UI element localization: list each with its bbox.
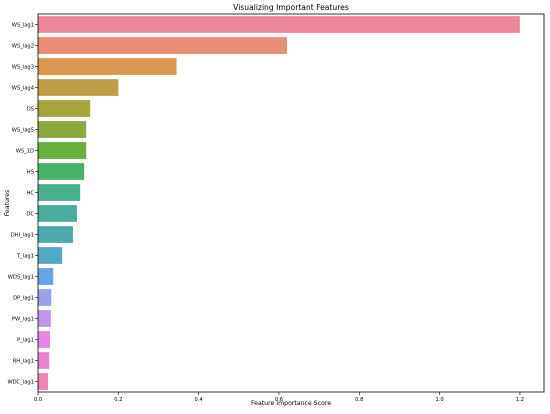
bar-p-lag1 (38, 331, 51, 348)
plot-frame (37, 13, 545, 393)
x-tick-label: 0.4 (195, 397, 204, 403)
y-tick-label: DP_lag1 (13, 295, 34, 301)
y-tick-label: DS (27, 106, 34, 112)
bar-dhi-lag1 (38, 226, 73, 243)
bar-ds (38, 100, 91, 117)
plot-area: WS_lag1 WS_lag2 WS_lag3 WS_lag4 DS WS_lag5 WS_… (7, 16, 524, 403)
x-tick-label: 1.2 (516, 397, 524, 403)
y-tick-label: RH_lag1 (13, 358, 34, 364)
y-tick-label: PW_lag1 (12, 316, 34, 322)
bar-dc (38, 205, 77, 222)
y-tick-label: WS_lag4 (12, 85, 35, 91)
y-axis-title: Features (4, 190, 11, 217)
y-tick-label: WS_lag2 (12, 43, 34, 49)
y-tick-label: HS (27, 169, 34, 175)
chart-title: Visualizing Important Features (233, 3, 349, 12)
bar-ws-1d (38, 142, 87, 159)
bar-pw-lag1 (38, 310, 51, 327)
bar-wds-lag1 (38, 268, 54, 285)
bar-wdc-lag1 (38, 373, 49, 390)
x-tick-label: 0.8 (355, 397, 363, 403)
x-axis-title: Feature Importance Score (251, 400, 331, 407)
y-tick-label: T_lag1 (16, 253, 34, 259)
bar-ws-lag2 (38, 37, 287, 54)
bar-rh-lag1 (38, 352, 50, 369)
bar-ws-lag3 (38, 58, 177, 75)
x-tick-label: 0.6 (275, 397, 283, 403)
x-tick-label: 0.2 (114, 397, 122, 403)
y-tick-label: WDC_lag1 (7, 379, 34, 385)
bar-hs (38, 163, 85, 180)
y-tick-label: WS_1D (16, 148, 34, 154)
y-tick-label: WS_lag3 (12, 64, 34, 70)
x-tick-label: 0.0 (34, 397, 42, 403)
bar-dp-lag1 (38, 289, 52, 306)
bar-t-lag1 (38, 247, 63, 264)
bar-ws-lag1 (38, 16, 520, 33)
y-tick-label: WS_lag5 (12, 127, 34, 133)
y-tick-label: DC (26, 211, 34, 217)
y-tick-label: DHI_lag1 (11, 232, 34, 238)
y-tick-label: P_lag1 (17, 337, 34, 343)
x-tick-label: 1.0 (435, 397, 443, 403)
y-tick-label: HC (26, 190, 34, 196)
bar-hc (38, 184, 81, 201)
bar-ws-lag5 (38, 121, 87, 138)
y-tick-label: WS_lag1 (12, 22, 34, 28)
y-tick-label: WDS_lag1 (8, 274, 34, 280)
bar-ws-lag4 (38, 79, 119, 96)
